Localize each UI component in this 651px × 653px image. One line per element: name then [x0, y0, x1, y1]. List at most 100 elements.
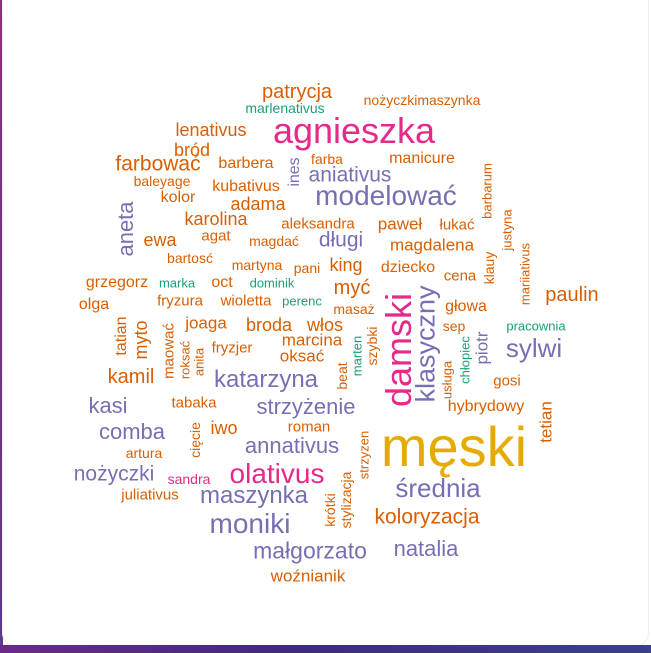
word-maowac[interactable]: maować [160, 323, 178, 379]
word-barbera[interactable]: barbera [218, 155, 274, 172]
word-karolina[interactable]: karolina [184, 209, 248, 229]
word-modelowac[interactable]: modelować [315, 180, 457, 211]
word-ciecie[interactable]: cięcie [187, 422, 203, 458]
word-broda[interactable]: broda [245, 315, 293, 335]
word-nozyczki[interactable]: nożyczki [73, 462, 155, 486]
word-mariiativus[interactable]: mariiativus [517, 242, 533, 306]
word-comba[interactable]: comba [98, 419, 166, 444]
word-lenativus[interactable]: lenativus [175, 120, 247, 140]
word-grzegorz[interactable]: grzegorz [85, 274, 149, 291]
word-roksac[interactable]: roksać [177, 340, 193, 380]
word-kubativus[interactable]: kubativus [212, 178, 280, 195]
word-myto[interactable]: myto [131, 320, 151, 360]
word-paulin[interactable]: paulin [545, 284, 599, 306]
word-srednia[interactable]: średnia [395, 473, 481, 503]
word-nozyczkimaszynka[interactable]: nożyczkimaszynka [363, 92, 481, 108]
word-aleksandra[interactable]: aleksandra [281, 215, 355, 233]
word-marlenativus[interactable]: marlenativus [245, 100, 325, 116]
word-farba[interactable]: farba [311, 151, 343, 167]
word-agat[interactable]: agat [201, 227, 231, 245]
word-piotr[interactable]: piotr [472, 331, 492, 365]
word-hybrydowy[interactable]: hybrydowy [447, 398, 525, 415]
word-lukac[interactable]: łukać [439, 216, 475, 234]
word-dominik[interactable]: dominik [249, 275, 295, 291]
word-dziecko[interactable]: dziecko [380, 259, 436, 276]
word-king[interactable]: king [329, 255, 363, 275]
word-tabaka[interactable]: tabaka [171, 394, 217, 412]
word-cena[interactable]: cena [443, 267, 477, 285]
word-klasyczny[interactable]: klasyczny [410, 285, 441, 403]
word-krotki[interactable]: krótki [322, 493, 338, 527]
word-agnieszka[interactable]: agnieszka [272, 110, 436, 151]
word-sylwi[interactable]: sylwi [505, 333, 563, 363]
word-fryzura[interactable]: fryzura [157, 292, 203, 310]
word-tetian[interactable]: tetian [536, 401, 556, 443]
word-meski[interactable]: męski [380, 415, 528, 478]
word-szybki[interactable]: szybki [364, 326, 380, 366]
word-sandra[interactable]: sandra [167, 471, 211, 487]
word-adama[interactable]: adama [230, 194, 286, 214]
word-pani[interactable]: pani [293, 260, 321, 276]
word-fryzjer[interactable]: fryzjer [211, 339, 253, 357]
word-moniki[interactable]: moniki [209, 508, 291, 539]
word-kasi[interactable]: kasi [88, 393, 128, 418]
word-strzyzen[interactable]: strzyzen [356, 430, 372, 480]
word-tatian[interactable]: tatian [113, 316, 130, 356]
word-aneta[interactable]: aneta [113, 201, 138, 257]
word-joaga[interactable]: joaga [185, 313, 227, 333]
word-katarzyna[interactable]: katarzyna [213, 366, 319, 393]
word-baleyage[interactable]: baleyage [133, 173, 191, 189]
word-marka[interactable]: marka [158, 275, 196, 291]
word-roman[interactable]: roman [287, 418, 331, 436]
word-manicure[interactable]: manicure [389, 150, 455, 167]
word-bartosc[interactable]: bartosć [167, 250, 213, 266]
word-cloud-panel [3, 0, 648, 645]
word-patrycja[interactable]: patrycja [261, 81, 333, 103]
word-maszynka[interactable]: maszynka [199, 482, 309, 509]
word-magdac[interactable]: magdać [249, 233, 299, 249]
word-glowa[interactable]: głowa [445, 298, 487, 315]
word-stylizacja[interactable]: stylizacja [338, 471, 354, 529]
word-iwo[interactable]: iwo [210, 418, 238, 438]
word-chlopiec[interactable]: chłopiec [457, 336, 473, 384]
word-anita[interactable]: anita [191, 347, 207, 377]
word-natalia[interactable]: natalia [393, 536, 459, 561]
word-pawel[interactable]: paweł [377, 214, 423, 234]
word-justyna[interactable]: justyna [499, 209, 515, 251]
word-annativus[interactable]: annativus [244, 433, 340, 458]
word-malgorzato[interactable]: małgorzato [253, 537, 367, 564]
word-olativus[interactable]: olativus [229, 458, 325, 489]
word-klauy[interactable]: klauy [481, 251, 497, 285]
word-farbowac[interactable]: farbować [115, 152, 201, 176]
word-aniativus[interactable]: aniativus [308, 163, 392, 187]
word-beat[interactable]: beat [334, 362, 350, 390]
word-barbarum[interactable]: barbarum [479, 163, 495, 219]
word-sep[interactable]: sep [442, 318, 466, 334]
word-brod[interactable]: bród [173, 140, 211, 160]
word-gosi[interactable]: gosi [493, 372, 521, 390]
word-kamil[interactable]: kamil [107, 366, 155, 388]
word-marten[interactable]: marten [349, 335, 365, 377]
word-masaz[interactable]: masaż [333, 301, 375, 317]
word-myc[interactable]: myć [333, 277, 371, 299]
word-pracownia[interactable]: pracownia [506, 318, 566, 334]
word-oct[interactable]: oct [211, 274, 233, 291]
word-wioletta[interactable]: wioletta [220, 292, 272, 310]
word-koloryzacja[interactable]: koloryzacja [374, 505, 480, 529]
word-artura[interactable]: artura [125, 445, 163, 461]
word-dlugi[interactable]: długi [318, 228, 364, 252]
word-magdalena[interactable]: magdalena [389, 235, 475, 255]
word-wozniank[interactable]: woźnianik [270, 566, 346, 586]
word-usluga[interactable]: usługa [439, 360, 455, 400]
word-oksac[interactable]: oksać [279, 346, 325, 366]
word-martyna[interactable]: martyna [231, 257, 283, 273]
word-ewa[interactable]: ewa [143, 230, 177, 250]
word-juliativus[interactable]: juliativus [121, 486, 179, 504]
word-ines[interactable]: ines [286, 157, 303, 187]
word-marcina[interactable]: marcina [281, 330, 343, 350]
word-kolor[interactable]: kolor [160, 189, 196, 206]
word-perenc[interactable]: perenc [282, 293, 322, 309]
word-olga[interactable]: olga [78, 296, 110, 313]
word-wlos[interactable]: włos [306, 315, 344, 335]
word-strzyzenie[interactable]: strzyżenie [256, 394, 356, 419]
